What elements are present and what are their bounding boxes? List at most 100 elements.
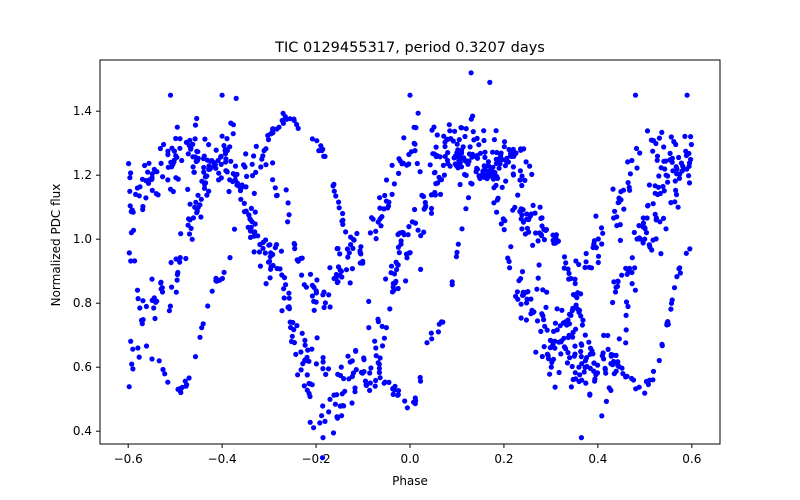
data-point xyxy=(379,214,385,220)
data-point xyxy=(654,157,660,163)
data-point xyxy=(398,238,404,244)
data-point xyxy=(517,208,523,215)
data-point xyxy=(440,319,446,325)
data-point xyxy=(535,275,541,281)
data-point xyxy=(193,158,199,165)
data-point xyxy=(595,253,602,259)
data-point xyxy=(552,384,558,390)
data-point xyxy=(452,128,458,134)
data-point xyxy=(615,278,621,284)
data-point xyxy=(128,258,134,264)
data-point xyxy=(331,188,337,194)
data-point xyxy=(539,311,545,317)
data-point xyxy=(187,137,193,143)
data-point xyxy=(358,244,364,250)
data-point xyxy=(171,157,177,163)
data-point xyxy=(519,173,525,179)
data-point xyxy=(127,188,133,194)
data-point xyxy=(612,208,618,214)
data-point xyxy=(683,148,689,154)
data-point xyxy=(281,286,287,292)
x-tick-label: 0.0 xyxy=(400,452,419,466)
data-point xyxy=(645,202,651,208)
data-point xyxy=(595,236,601,242)
data-point xyxy=(330,430,337,436)
data-point xyxy=(185,222,191,228)
data-point xyxy=(193,199,199,205)
data-point xyxy=(429,336,435,342)
data-point xyxy=(615,200,621,206)
data-point xyxy=(201,169,207,175)
data-point xyxy=(642,390,648,396)
data-point xyxy=(143,343,150,349)
data-point xyxy=(187,201,193,207)
data-point xyxy=(528,296,534,302)
data-point xyxy=(186,143,192,149)
data-point xyxy=(230,131,236,137)
data-point xyxy=(336,199,342,205)
data-point xyxy=(173,256,179,262)
data-point xyxy=(334,279,340,286)
data-point xyxy=(569,363,575,370)
data-point xyxy=(428,205,435,212)
data-point xyxy=(228,158,234,164)
data-point xyxy=(361,369,367,375)
data-point xyxy=(544,289,550,295)
data-point xyxy=(599,241,605,247)
data-point xyxy=(591,360,597,366)
data-point xyxy=(243,184,249,190)
data-point xyxy=(307,271,314,277)
data-point xyxy=(462,133,468,140)
data-point xyxy=(572,343,578,349)
data-point xyxy=(579,361,585,367)
data-point xyxy=(406,151,412,158)
data-point xyxy=(528,311,534,317)
data-point xyxy=(631,229,637,236)
outlier-point xyxy=(578,435,585,441)
data-point xyxy=(135,345,141,351)
data-point xyxy=(573,326,579,332)
data-point xyxy=(273,242,280,248)
data-point xyxy=(301,383,307,389)
data-point xyxy=(688,141,695,148)
data-point xyxy=(136,193,142,199)
data-point xyxy=(573,302,579,308)
data-point xyxy=(345,254,351,260)
data-points xyxy=(126,70,695,461)
data-point xyxy=(198,214,204,220)
data-point xyxy=(454,141,460,147)
data-point xyxy=(338,268,344,274)
data-point xyxy=(450,138,456,144)
data-point xyxy=(625,180,631,186)
data-point xyxy=(668,306,674,312)
y-tick-label: 0.6 xyxy=(73,360,92,374)
data-point xyxy=(309,136,315,142)
data-point xyxy=(563,260,569,266)
data-point xyxy=(335,245,341,252)
data-point xyxy=(127,203,133,209)
data-point xyxy=(294,121,300,128)
data-point xyxy=(276,124,282,130)
data-point xyxy=(373,236,379,242)
data-point xyxy=(302,357,308,363)
data-point xyxy=(677,171,683,177)
outlier-point xyxy=(407,92,413,98)
data-point xyxy=(375,319,381,325)
data-point xyxy=(249,219,255,225)
data-point xyxy=(185,151,191,157)
data-point xyxy=(567,355,573,361)
data-point xyxy=(514,289,521,295)
data-point xyxy=(538,233,545,239)
data-point xyxy=(646,182,653,188)
data-point xyxy=(137,305,143,311)
data-point xyxy=(584,355,590,361)
data-point xyxy=(323,371,329,377)
data-point xyxy=(339,274,345,280)
data-point xyxy=(657,219,663,225)
data-point xyxy=(306,358,312,364)
data-point xyxy=(392,383,398,389)
data-point xyxy=(145,178,151,184)
data-point xyxy=(507,265,513,271)
data-point xyxy=(570,376,576,383)
